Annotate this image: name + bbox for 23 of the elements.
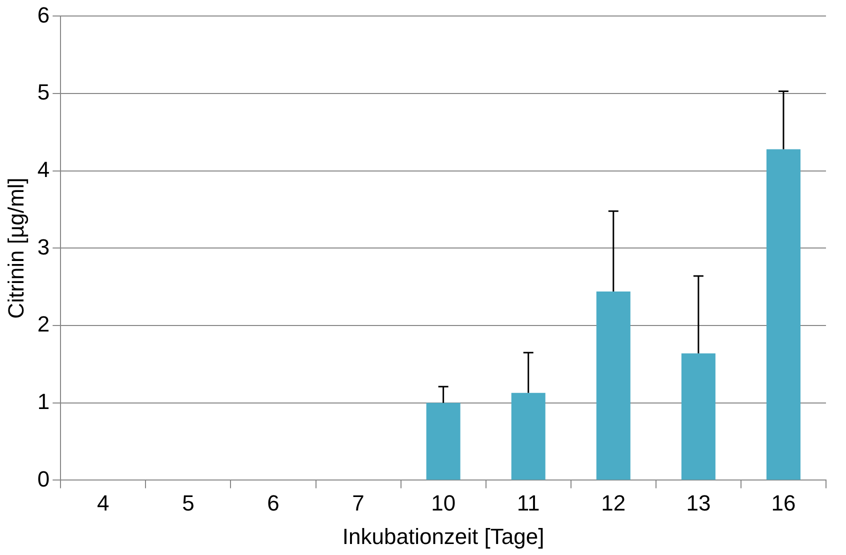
x-tick-label: 16 [771, 490, 796, 516]
bar [681, 353, 716, 480]
x-tick-label: 11 [516, 490, 540, 516]
x-tick-label: 12 [601, 490, 626, 516]
x-tick-label: 7 [352, 490, 364, 516]
y-tick-label: 2 [37, 312, 50, 337]
y-axis-title: Citrinin [µg/ml] [3, 178, 28, 319]
y-tick-label: 4 [37, 156, 50, 182]
bar [511, 392, 546, 480]
y-tick-label: 6 [37, 2, 50, 28]
bar [596, 292, 630, 480]
x-tick-label: 13 [686, 490, 711, 516]
x-tick-label: 10 [431, 490, 456, 516]
x-tick-label: 6 [267, 490, 280, 516]
y-tick-label: 5 [37, 80, 50, 105]
bar [426, 402, 460, 480]
x-tick-label: 5 [182, 490, 194, 516]
x-tick-label: 4 [97, 490, 110, 516]
bar [766, 149, 800, 480]
x-axis-title: Inkubationzeit [Tage] [342, 524, 544, 549]
y-tick-label: 1 [37, 388, 50, 414]
y-tick-label: 3 [37, 234, 50, 260]
y-tick-label: 0 [37, 466, 50, 492]
